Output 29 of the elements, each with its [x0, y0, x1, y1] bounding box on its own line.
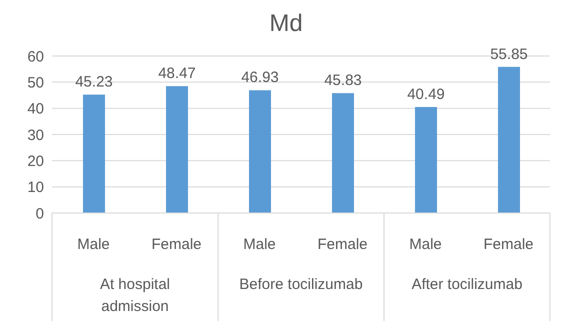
chart-title: Md: [268, 10, 304, 38]
data-label: 45.23: [75, 74, 113, 91]
text: At hospital admission: [100, 276, 170, 315]
y-tick-label: 60: [27, 48, 44, 66]
y-tick-label: 30: [27, 126, 44, 144]
x-tick-label: Male: [77, 236, 110, 253]
y-tick-label: 40: [27, 100, 44, 118]
x-tick-label: Female: [151, 236, 202, 253]
bar: [415, 107, 437, 213]
x-tick-label: Male: [243, 236, 276, 253]
bar: [166, 86, 188, 213]
data-label: 46.93: [241, 69, 279, 86]
data-label: 48.47: [158, 65, 196, 82]
x-tick-label: Male: [409, 236, 442, 253]
y-tick-label: 10: [27, 179, 44, 196]
bar: [498, 66, 520, 213]
data-label: 55.85: [490, 46, 528, 63]
y-tick-label: 20: [27, 152, 44, 170]
bar: [83, 94, 105, 213]
y-tick-label: 50: [27, 74, 44, 92]
bar: [249, 90, 271, 213]
bar: [332, 93, 354, 213]
x-tick-label: Female: [317, 236, 368, 253]
text: Before tocilizumab: [239, 276, 363, 293]
x-tick-label: Female: [483, 236, 534, 253]
text: After tocilizumab: [412, 276, 522, 293]
y-tick-label: 0: [36, 205, 44, 222]
data-label: 45.83: [324, 72, 362, 90]
data-label: 40.49: [407, 86, 445, 104]
